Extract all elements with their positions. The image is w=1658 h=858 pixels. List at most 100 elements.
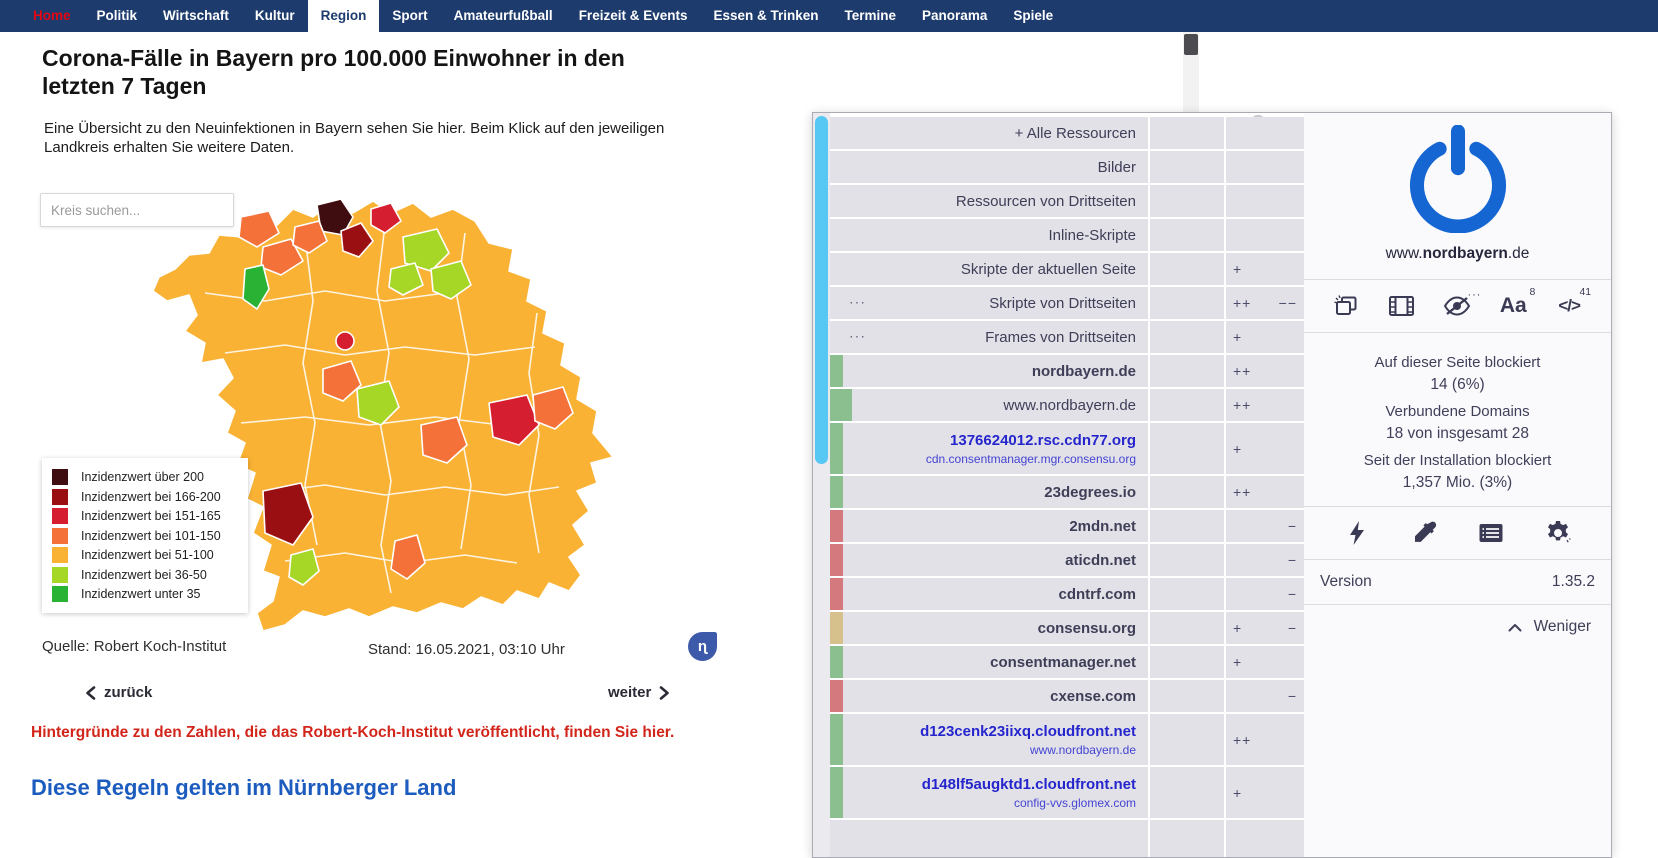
firewall-row[interactable]: nordbayern.de ++ (830, 355, 1304, 387)
row-global-rule-cell[interactable] (1150, 253, 1224, 285)
row-label-cell[interactable]: cdntrf.com (843, 578, 1148, 610)
row-label-cell[interactable]: + Alle Ressourcen (843, 117, 1148, 149)
next-button[interactable]: weiter (608, 684, 670, 701)
firewall-row[interactable]: consentmanager.net + (830, 646, 1304, 678)
firewall-row[interactable]: ··· Skripte von Drittseiten ++ −− (830, 287, 1304, 319)
row-local-rule-cell[interactable]: − (1226, 680, 1304, 712)
row-local-rule-cell[interactable]: − (1226, 544, 1304, 576)
row-label-cell[interactable]: Inline-Skripte (843, 219, 1148, 251)
row-label-cell[interactable]: www.nordbayern.de (852, 389, 1148, 421)
no-large-media-icon[interactable] (1382, 289, 1422, 323)
power-button-icon[interactable] (1404, 125, 1512, 233)
prev-button[interactable]: zurück (85, 684, 152, 701)
row-local-rule-cell[interactable]: + − (1226, 612, 1304, 644)
row-local-rule-cell[interactable]: − (1226, 510, 1304, 542)
nav-item-politik[interactable]: Politik (96, 8, 138, 23)
row-local-rule-cell[interactable] (1226, 219, 1304, 251)
page-scrollbar-thumb[interactable] (1184, 34, 1198, 55)
row-global-rule-cell[interactable] (1150, 680, 1224, 712)
row-global-rule-cell[interactable] (1150, 767, 1224, 818)
nav-item-essen-trinken[interactable]: Essen & Trinken (713, 8, 819, 23)
element-picker-icon[interactable] (1404, 516, 1444, 550)
row-label-cell[interactable]: Ressourcen von Drittseiten (843, 185, 1148, 217)
row-global-rule-cell[interactable] (1150, 646, 1224, 678)
firewall-row[interactable]: 23degrees.io ++ (830, 476, 1304, 508)
row-local-rule-cell[interactable]: ++ (1226, 355, 1304, 387)
firewall-row[interactable]: aticdn.net − (830, 544, 1304, 576)
row-local-rule-cell[interactable]: − (1226, 578, 1304, 610)
row-label-cell[interactable]: d148lf5augktd1.cloudfront.net config-vvs.… (843, 767, 1148, 818)
no-remote-fonts-icon[interactable]: Aa 8 (1493, 286, 1535, 323)
nav-item-termine[interactable]: Termine (844, 8, 897, 23)
popup-scroll-thumb[interactable] (815, 116, 828, 464)
firewall-row[interactable]: + Alle Ressourcen (830, 117, 1304, 149)
element-zapper-icon[interactable] (1337, 516, 1377, 550)
nav-item-sport[interactable]: Sport (392, 8, 428, 23)
row-local-rule-cell[interactable] (1226, 185, 1304, 217)
district-search-input[interactable] (41, 194, 233, 226)
firewall-row[interactable]: consensu.org + − (830, 612, 1304, 644)
row-label-cell[interactable]: 2mdn.net (843, 510, 1148, 542)
row-label-cell[interactable]: aticdn.net (843, 544, 1148, 576)
row-global-rule-cell[interactable] (1150, 185, 1224, 217)
row-global-rule-cell[interactable] (1150, 578, 1224, 610)
row-local-rule-cell[interactable]: + (1226, 423, 1304, 474)
row-global-rule-cell[interactable] (1150, 355, 1224, 387)
row-label-cell[interactable]: 23degrees.io (843, 476, 1148, 508)
logger-icon[interactable] (1471, 516, 1511, 550)
row-label-cell[interactable]: ··· Frames von Drittseiten (843, 321, 1148, 353)
firewall-row[interactable]: 2mdn.net − (830, 510, 1304, 542)
row-label-cell[interactable]: Skripte der aktuellen Seite (843, 253, 1148, 285)
row-global-rule-cell[interactable] (1150, 287, 1224, 319)
row-local-rule-cell[interactable]: ++ −− (1226, 287, 1304, 319)
row-label-cell[interactable]: ··· Skripte von Drittseiten (843, 287, 1148, 319)
firewall-row[interactable]: d148lf5augktd1.cloudfront.net config-vvs.… (830, 767, 1304, 818)
firewall-row[interactable]: cdntrf.com − (830, 578, 1304, 610)
row-global-rule-cell[interactable] (1150, 219, 1224, 251)
row-label-cell[interactable]: Bilder (843, 151, 1148, 183)
row-label-cell[interactable]: 1376624012.rsc.cdn77.org cdn.consentmanag… (843, 423, 1148, 474)
row-label-cell[interactable]: nordbayern.de (843, 355, 1148, 387)
nav-item-region[interactable]: Region (307, 0, 380, 32)
firewall-row[interactable]: www.nordbayern.de ++ (830, 389, 1304, 421)
firewall-row[interactable]: Bilder (830, 151, 1304, 183)
rki-info-link[interactable]: Hintergründe zu den Zahlen, die das Robe… (31, 724, 675, 741)
bavaria-incidence-map[interactable] (145, 172, 665, 644)
nav-item-amateurfu-ball[interactable]: Amateurfußball (453, 8, 553, 23)
nav-item-freizeit-events[interactable]: Freizeit & Events (578, 8, 688, 23)
row-local-rule-cell[interactable]: ++ (1226, 389, 1304, 421)
row-global-rule-cell[interactable] (1150, 476, 1224, 508)
row-global-rule-cell[interactable] (1150, 423, 1224, 474)
firewall-row[interactable]: Skripte der aktuellen Seite + (830, 253, 1304, 285)
nav-item-kultur[interactable]: Kultur (254, 8, 295, 23)
row-local-rule-cell[interactable]: ++ (1226, 476, 1304, 508)
no-popups-icon[interactable] (1326, 289, 1366, 323)
firewall-row[interactable]: 1376624012.rsc.cdn77.org cdn.consentmanag… (830, 423, 1304, 474)
row-local-rule-cell[interactable]: + (1226, 767, 1304, 818)
firewall-row[interactable]: Inline-Skripte (830, 219, 1304, 251)
row-local-rule-cell[interactable]: ++ (1226, 714, 1304, 765)
firewall-row[interactable]: Ressourcen von Drittseiten (830, 185, 1304, 217)
row-local-rule-cell[interactable] (1226, 151, 1304, 183)
row-label-cell[interactable]: cxense.com (843, 680, 1148, 712)
row-global-rule-cell[interactable] (1150, 714, 1224, 765)
nav-item-panorama[interactable]: Panorama (922, 8, 988, 23)
firewall-row[interactable]: ··· Frames von Drittseiten + (830, 321, 1304, 353)
row-local-rule-cell[interactable]: + (1226, 646, 1304, 678)
popup-scroll-rail[interactable] (813, 113, 830, 857)
row-label-cell[interactable]: consentmanager.net (843, 646, 1148, 678)
no-scripting-icon[interactable]: </> 41 (1549, 286, 1591, 323)
row-global-rule-cell[interactable] (1150, 151, 1224, 183)
firewall-row[interactable]: cxense.com − (830, 680, 1304, 712)
row-global-rule-cell[interactable] (1150, 544, 1224, 576)
firewall-row[interactable]: d123cenk23iixq.cloudfront.net www.nordbay… (830, 714, 1304, 765)
no-cosmetic-filtering-icon[interactable]: ··· (1437, 289, 1480, 323)
nav-item-spiele[interactable]: Spiele (1013, 8, 1054, 23)
row-label-cell[interactable]: consensu.org (843, 612, 1148, 644)
row-local-rule-cell[interactable]: + (1226, 253, 1304, 285)
row-global-rule-cell[interactable] (1150, 321, 1224, 353)
nav-item-home[interactable]: Home (33, 8, 71, 23)
row-global-rule-cell[interactable] (1150, 612, 1224, 644)
settings-gear-icon[interactable] (1538, 516, 1578, 550)
row-global-rule-cell[interactable] (1150, 389, 1224, 421)
